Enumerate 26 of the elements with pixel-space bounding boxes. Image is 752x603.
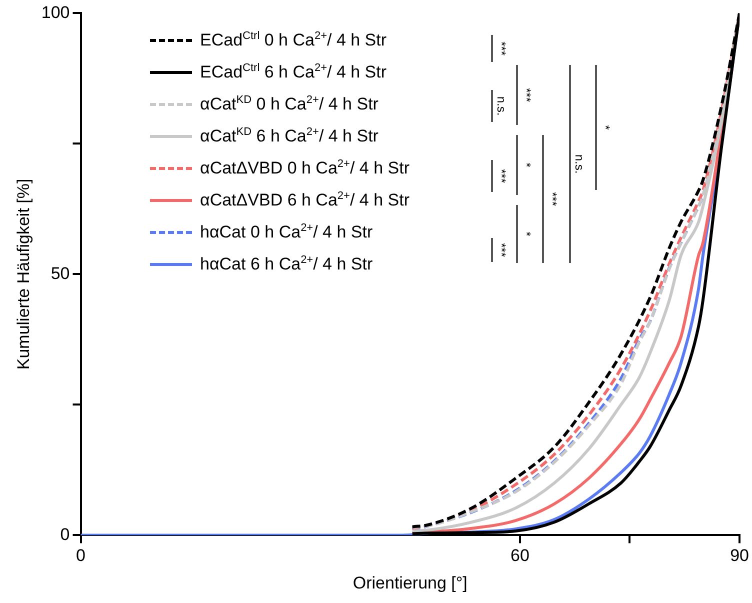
annotation: *** (494, 41, 509, 56)
y-tick-label: 50 (50, 264, 70, 283)
y-axis-title: Kumulierte Häufigkeit [%] (14, 178, 33, 370)
annotation: *** (494, 242, 509, 258)
annotation: *** (520, 88, 534, 102)
annotation: * (520, 162, 534, 168)
legend-label: αCatΔVBD 6 h Ca$^{2+}$/ 4 h Str (200, 190, 410, 210)
x-tick-label: 60 (510, 546, 530, 566)
x-axis-title: Orientierung [°] (352, 573, 468, 592)
annotation: n.s. (572, 154, 587, 174)
x-tick-label: 90 (730, 546, 750, 566)
annotation: * (520, 232, 534, 237)
legend-label: hαCat 0 h Ca$^{2+}$/ 4 h Str (200, 222, 373, 242)
legend-label: αCatΔVBD 0 h Ca$^{2+}$/ 4 h Str (200, 158, 410, 178)
y-tick-label: 0 (60, 524, 70, 544)
legend-label: hαCat 6 h Ca$^{2+}$/ 4 h Str (200, 254, 373, 274)
legend-label: αCat$^{KD}$ 0 h Ca$^{2+}$/ 4 h Str (200, 94, 378, 114)
annotation: *** (546, 192, 560, 206)
legend-label: ECad$^{Ctrl}$ 0 h Ca$^{2+}$/ 4 h Str (200, 30, 387, 50)
legend-label: αCat$^{KD}$ 6 h Ca$^{2+}$/ 4 h Str (200, 126, 378, 146)
annotation: *** (494, 168, 509, 184)
annotation: n.s. (494, 96, 509, 116)
x-tick-label: 0 (76, 546, 86, 566)
annotation: * (598, 125, 613, 130)
legend-label: ECad$^{Ctrl}$ 6 h Ca$^{2+}$/ 4 h Str (200, 62, 387, 82)
y-tick-label: 100 (41, 2, 70, 22)
